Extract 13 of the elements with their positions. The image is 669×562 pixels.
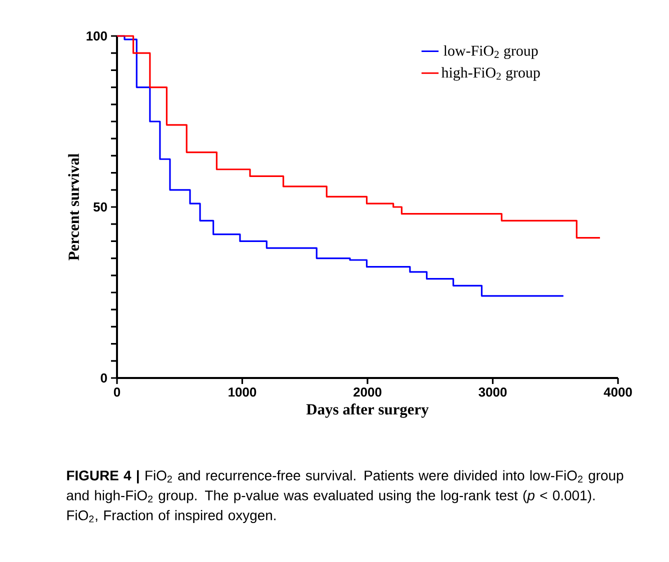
y-tick-label: 50 xyxy=(93,202,107,212)
x-axis-title: Days after surgery xyxy=(306,404,429,418)
text: FIGURE 4 | FiO$_{2}$ and recurrence-free survival. Patients were divided into low-FiO$_{2}$ group and high-FiO$_{2}$ group. The p-value was evaluated using the log-rank test (p < 0.001). FiO$_{2}$, Fraction of inspired oxygen. xyxy=(66,470,624,524)
x-tick-label: 3000 xyxy=(478,388,507,397)
x-tick-label: 4000 xyxy=(604,388,632,397)
legend-label: low-FiO$_{2}$ group xyxy=(444,45,538,59)
y-tick-label: 100 xyxy=(86,31,107,41)
legend-label: high-FiO$_{2}$ group xyxy=(441,67,540,81)
x-tick-label: 0 xyxy=(114,388,120,397)
y-tick-label: 0 xyxy=(100,373,107,383)
x-tick-label: 2000 xyxy=(354,388,382,397)
x-tick-label: 1000 xyxy=(228,388,256,397)
y-axis-title: Percent survival xyxy=(68,154,80,260)
